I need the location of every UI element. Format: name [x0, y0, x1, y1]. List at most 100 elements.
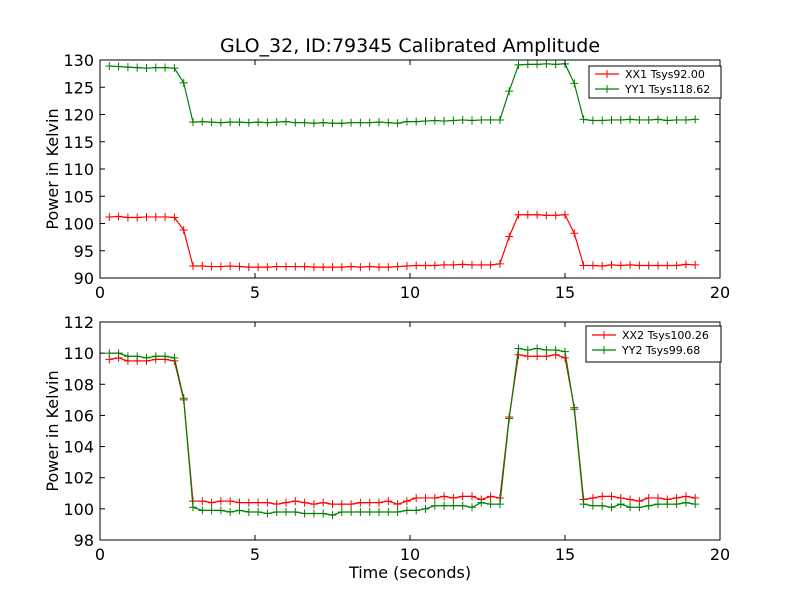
data-point-marker	[263, 498, 272, 507]
data-point-marker	[291, 262, 300, 271]
data-point-marker	[384, 118, 393, 127]
data-point-marker	[375, 498, 383, 507]
data-point-marker	[402, 262, 411, 271]
data-point-marker	[663, 116, 672, 125]
data-point-marker	[616, 261, 625, 270]
data-point-marker	[216, 506, 225, 515]
data-point-marker	[663, 500, 672, 509]
data-point-marker	[430, 493, 439, 502]
data-point-marker	[226, 118, 235, 127]
data-point-marker	[291, 118, 300, 127]
legend-box	[588, 65, 722, 99]
y-tick-label: 106	[63, 406, 94, 425]
data-point-marker	[654, 261, 662, 270]
data-point-marker	[561, 210, 569, 219]
data-point-marker	[523, 60, 532, 69]
data-point-marker	[393, 507, 402, 516]
data-point-marker	[477, 260, 486, 269]
chart-title: GLO_32, ID:79345 Calibrated Amplitude	[220, 35, 600, 57]
data-point-marker	[105, 349, 114, 358]
data-point-marker	[533, 60, 542, 69]
data-point-marker	[291, 507, 300, 516]
data-point-marker	[179, 226, 188, 235]
data-point-marker	[402, 506, 411, 515]
data-point-marker	[300, 118, 309, 127]
data-point-marker	[458, 115, 467, 124]
data-point-marker	[198, 117, 207, 126]
legend-entry-label: YY1 Tsys118.62	[624, 83, 710, 96]
data-point-marker	[282, 507, 290, 516]
y-tick-label: 98	[74, 531, 94, 550]
data-point-marker	[365, 118, 374, 127]
x-tick-label: 5	[250, 283, 260, 302]
data-point-marker	[319, 263, 328, 272]
data-point-marker	[347, 507, 356, 516]
data-point-marker	[365, 507, 374, 516]
data-point-marker	[319, 498, 328, 507]
data-point-marker	[375, 118, 383, 127]
legend-box	[585, 325, 722, 363]
data-point-marker	[244, 118, 253, 127]
data-point-marker	[495, 500, 504, 509]
data-point-marker	[551, 211, 560, 220]
data-point-marker	[328, 511, 337, 520]
legend-entry-label: YY2 Tsys99.68	[621, 344, 700, 357]
data-point-marker	[607, 492, 616, 501]
data-point-marker	[468, 116, 476, 125]
data-point-marker	[486, 115, 495, 124]
data-point-marker	[505, 232, 514, 241]
data-point-marker	[263, 509, 272, 518]
data-point-marker	[681, 260, 690, 269]
data-point-marker	[468, 492, 476, 501]
series-line-2	[109, 347, 696, 516]
data-point-marker	[235, 498, 244, 507]
data-point-marker	[244, 263, 253, 272]
data-point-marker	[635, 503, 644, 512]
series-line-2	[109, 63, 696, 124]
data-point-marker	[189, 118, 197, 127]
data-point-marker	[216, 262, 225, 271]
data-point-marker	[235, 262, 244, 271]
data-point-marker	[254, 118, 263, 127]
data-point-marker	[356, 263, 365, 272]
data-point-marker	[607, 115, 616, 124]
legend-swatch-marker	[603, 85, 611, 93]
data-point-marker	[402, 497, 411, 506]
x-tick-label: 0	[95, 283, 105, 302]
data-point-marker	[654, 115, 662, 124]
data-point-marker	[533, 344, 542, 353]
data-point-marker	[681, 115, 690, 124]
y-tick-label: 102	[63, 469, 94, 488]
x-tick-label: 15	[555, 545, 575, 564]
y-tick-label: 90	[74, 269, 94, 288]
data-point-marker	[235, 506, 244, 515]
x-axis-label: Time (seconds)	[348, 563, 471, 582]
x-tick-label: 5	[250, 545, 260, 564]
data-point-marker	[570, 229, 579, 238]
data-point-marker	[495, 115, 504, 124]
data-point-marker	[347, 118, 356, 127]
data-point-marker	[179, 394, 188, 403]
data-point-marker	[681, 498, 690, 507]
data-point-marker	[337, 263, 346, 272]
y-tick-label: 120	[63, 106, 94, 125]
data-point-marker	[486, 260, 495, 269]
data-point-marker	[514, 210, 523, 219]
data-point-marker	[598, 501, 607, 510]
data-point-marker	[235, 118, 244, 127]
data-point-marker	[514, 60, 523, 69]
data-point-marker	[263, 118, 272, 127]
data-point-marker	[356, 118, 365, 127]
data-point-marker	[542, 59, 551, 68]
data-point-marker	[421, 493, 430, 502]
y-tick-label: 112	[63, 313, 94, 332]
data-point-marker	[375, 507, 383, 516]
data-point-marker	[626, 115, 635, 124]
data-point-marker	[691, 115, 700, 124]
series-line-1	[109, 354, 696, 505]
x-tick-label: 20	[710, 545, 730, 564]
data-point-marker	[523, 346, 532, 355]
x-tick-label: 10	[400, 545, 420, 564]
data-point-marker	[663, 261, 672, 270]
